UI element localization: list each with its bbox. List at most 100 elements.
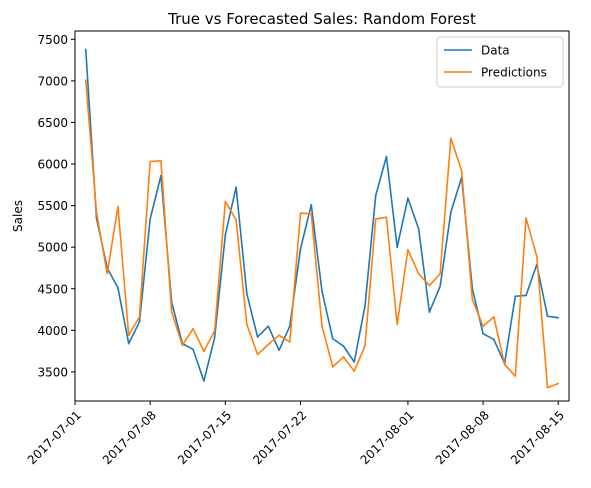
- x-axis: 2017-07-01 2017-07-08 2017-07-15 2017-07-22…: [25, 401, 567, 467]
- data-point-predictions: [439, 272, 441, 275]
- data-point-data: [342, 345, 345, 347]
- data-point-data: [331, 337, 334, 340]
- data-point-data: [278, 349, 280, 352]
- x-tick-label: 2017-08-15: [508, 408, 567, 467]
- data-point-predictions: [417, 272, 420, 275]
- data-point-predictions: [84, 79, 87, 81]
- data-point-data: [428, 311, 431, 313]
- data-point-predictions: [170, 311, 173, 313]
- y-tick-label: 5500: [37, 199, 68, 213]
- data-point-predictions: [364, 345, 366, 347]
- data-point-predictions: [235, 218, 237, 221]
- data-point-data: [84, 48, 87, 51]
- y-tick-label: 4000: [37, 324, 68, 338]
- data-point-predictions: [192, 327, 194, 330]
- data-point-data: [364, 305, 366, 308]
- x-tick-label: 2017-08-01: [358, 408, 417, 467]
- x-tick-label: 2017-07-15: [175, 408, 234, 467]
- data-point-data: [417, 228, 420, 230]
- series-line-predictions: [84, 79, 559, 389]
- x-tick-label: 2017-08-08: [433, 408, 492, 467]
- y-axis-label: Sales: [11, 200, 25, 232]
- chart-title: True vs Forecasted Sales: Random Forest: [167, 10, 476, 28]
- plot-frame: [74, 30, 570, 402]
- data-point-data: [482, 332, 484, 335]
- y-tick-label: 4500: [37, 282, 68, 296]
- data-point-data: [235, 186, 237, 189]
- data-point-data: [203, 380, 205, 382]
- data-point-data: [525, 294, 527, 297]
- data-point-predictions: [224, 200, 227, 203]
- data-point-predictions: [557, 382, 560, 385]
- data-point-predictions: [482, 325, 484, 327]
- data-point-predictions: [493, 316, 495, 318]
- legend-label-data: Data: [481, 44, 510, 58]
- data-point-data: [149, 218, 151, 220]
- series-line-data: [84, 49, 559, 382]
- data-point-predictions: [503, 363, 506, 366]
- data-point-data: [407, 197, 409, 199]
- data-point-predictions: [213, 330, 216, 332]
- data-point-data: [546, 315, 549, 317]
- data-point-data: [385, 155, 388, 158]
- data-point-predictions: [331, 366, 334, 368]
- data-point-data: [192, 348, 194, 351]
- data-point-predictions: [288, 341, 291, 343]
- data-point-predictions: [525, 217, 527, 219]
- data-point-data: [127, 342, 130, 345]
- data-point-predictions: [407, 248, 409, 251]
- y-tick-label: 7500: [37, 33, 68, 47]
- y-tick-label: 7000: [37, 74, 68, 88]
- data-point-predictions: [117, 205, 119, 208]
- data-point-data: [396, 246, 398, 248]
- plot-lines: [84, 48, 560, 389]
- data-point-data: [374, 194, 377, 197]
- y-tick-label: 3500: [37, 365, 68, 379]
- data-point-data: [299, 248, 302, 250]
- data-point-predictions: [160, 159, 162, 162]
- data-point-data: [224, 233, 227, 236]
- x-tick-label: 2017-07-08: [100, 408, 159, 467]
- data-point-predictions: [106, 272, 109, 275]
- x-tick-label: 2017-07-22: [250, 408, 309, 467]
- data-point-data: [439, 285, 441, 288]
- y-tick-label: 5000: [37, 241, 68, 255]
- data-point-predictions: [471, 298, 474, 301]
- y-tick-label: 6500: [37, 116, 68, 130]
- data-point-predictions: [310, 213, 313, 215]
- data-point-predictions: [95, 211, 98, 214]
- data-point-predictions: [450, 137, 452, 140]
- data-point-data: [213, 337, 216, 339]
- data-point-predictions: [138, 316, 141, 318]
- data-point-predictions: [385, 216, 388, 219]
- legend: Data Predictions: [436, 36, 564, 88]
- data-point-predictions: [256, 353, 259, 356]
- data-point-data: [288, 325, 291, 327]
- y-tick-label: 6000: [37, 158, 68, 172]
- data-point-data: [267, 325, 270, 327]
- data-point-data: [557, 317, 560, 319]
- data-point-predictions: [546, 386, 549, 389]
- data-point-data: [493, 338, 495, 341]
- y-axis: 3500 4000 4500 5000 5500 6000 6500 7000 7500: [37, 33, 75, 379]
- data-point-data: [353, 361, 356, 363]
- data-point-predictions: [353, 370, 356, 372]
- data-point-predictions: [396, 323, 398, 326]
- data-point-predictions: [267, 343, 270, 346]
- data-point-predictions: [374, 218, 377, 220]
- data-point-predictions: [181, 344, 184, 347]
- data-point-data: [256, 336, 259, 338]
- data-point-predictions: [321, 325, 323, 327]
- data-point-predictions: [514, 375, 517, 377]
- data-point-data: [310, 203, 313, 206]
- data-point-predictions: [127, 334, 130, 337]
- data-point-predictions: [535, 255, 538, 258]
- data-point-predictions: [278, 334, 280, 337]
- data-point-predictions: [299, 212, 302, 214]
- data-point-data: [321, 290, 323, 293]
- data-point-predictions: [246, 323, 248, 326]
- data-point-data: [117, 287, 119, 289]
- data-point-predictions: [203, 350, 205, 352]
- data-point-predictions: [342, 356, 345, 358]
